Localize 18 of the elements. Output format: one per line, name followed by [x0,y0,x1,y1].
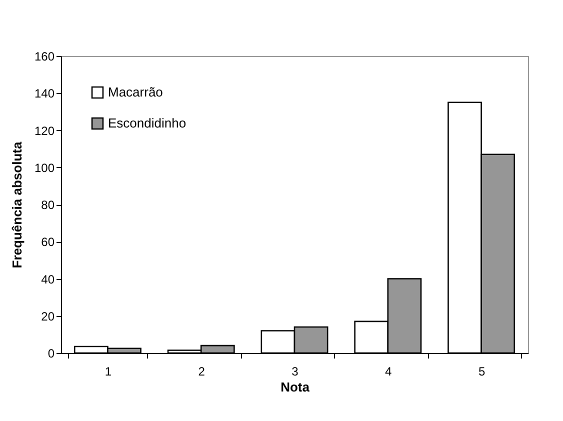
y-tick-label: 60 [41,235,55,250]
y-tick-label: 160 [34,50,55,64]
x-tick-label: 4 [385,364,392,378]
legend-label: Macarrão [108,84,163,100]
x-axis-title: Nota [280,380,310,394]
x-tick-label: 1 [104,364,112,378]
y-tick-label: 100 [34,160,55,175]
x-tick-label: 5 [478,364,486,378]
y-tick-label: 140 [34,86,55,101]
y-tick-label: 40 [41,272,55,286]
y-axis-title: Frequência absoluta [9,141,24,268]
y-tick-label: 0 [48,346,55,360]
y-tick-label: 20 [41,309,55,324]
x-tick-label: 3 [292,364,299,378]
x-tick-label: 2 [198,364,206,378]
y-tick-label: 120 [34,124,55,138]
legend-label: Escondidinho [108,116,186,130]
y-tick-label: 80 [41,198,55,212]
